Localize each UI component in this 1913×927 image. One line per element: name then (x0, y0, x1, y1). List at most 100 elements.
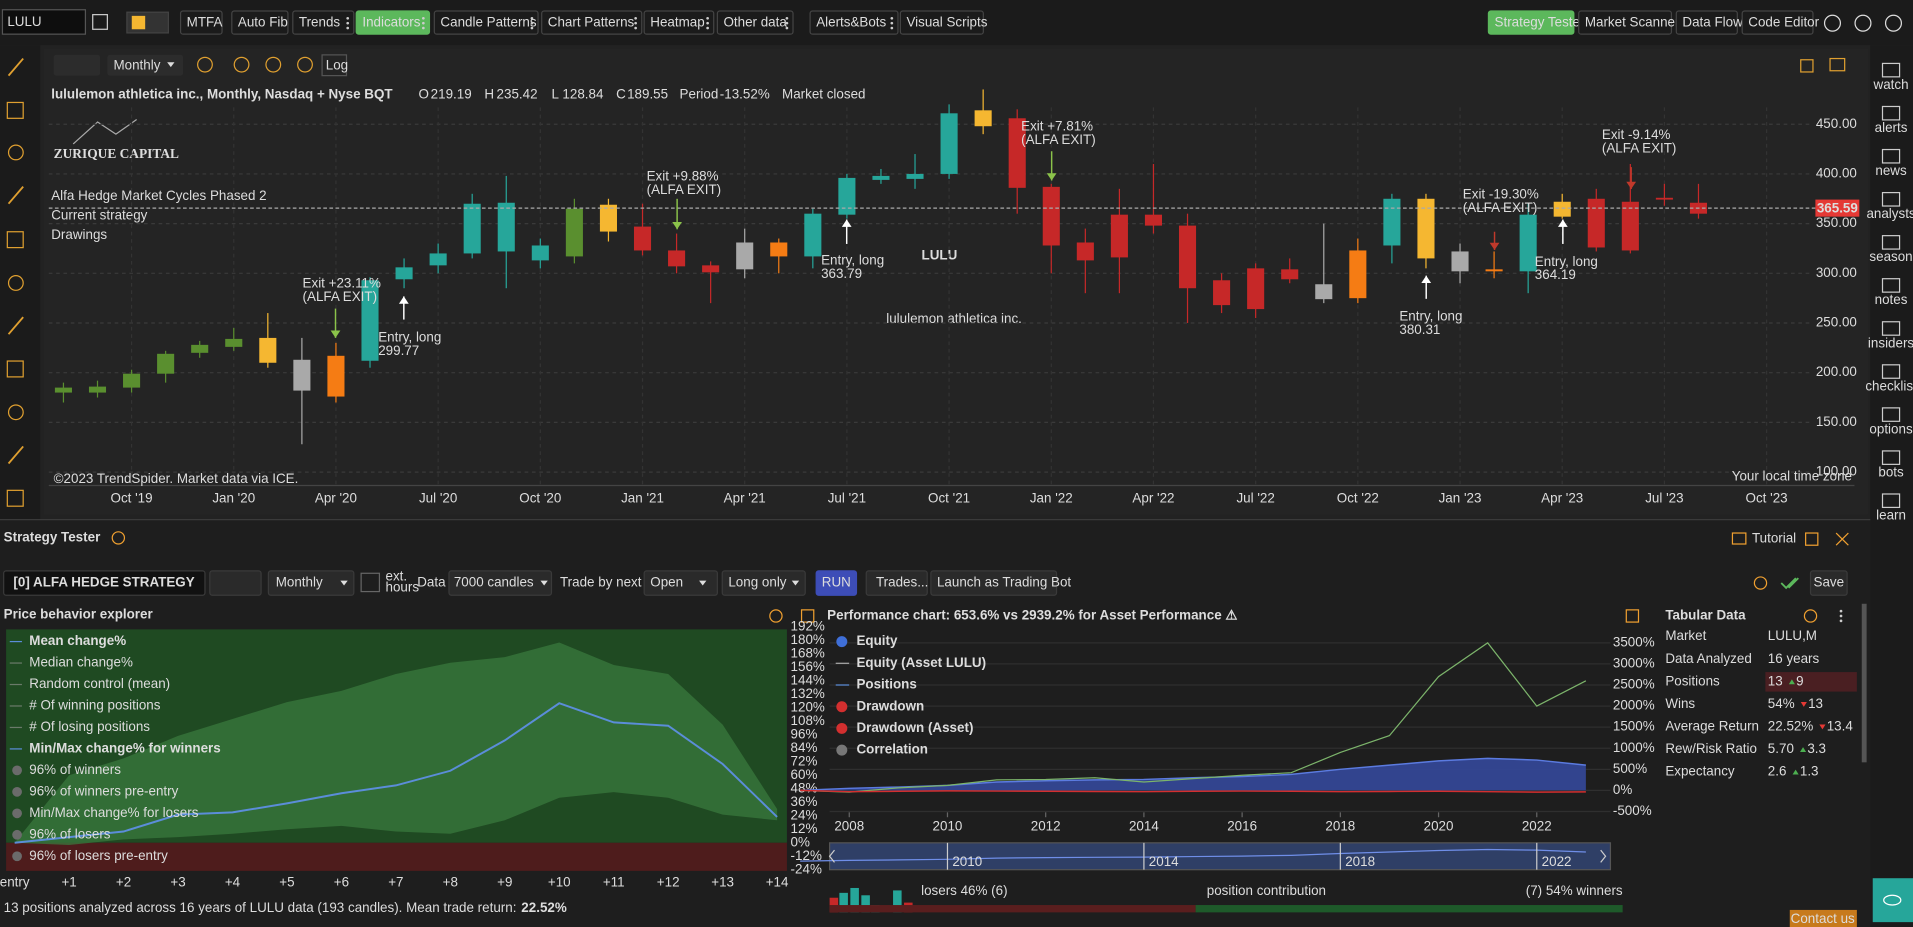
log-toggle[interactable] (321, 54, 348, 77)
candle-type-icon[interactable] (53, 54, 101, 76)
legend-item[interactable]: Mean change% (29, 633, 126, 648)
tool-icon[interactable] (7, 404, 24, 421)
legend-item[interactable]: Correlation (856, 742, 928, 757)
tool-icon[interactable] (7, 144, 24, 161)
toolbar-button[interactable] (231, 10, 289, 35)
camera-icon[interactable] (1829, 57, 1846, 72)
control-box[interactable] (815, 570, 858, 596)
toolbar-button[interactable] (716, 10, 794, 35)
legend-item[interactable]: 96% of losers (29, 826, 111, 841)
control-box[interactable] (3, 570, 206, 596)
tool-icon[interactable] (7, 57, 24, 77)
toolbar-icon[interactable] (1854, 14, 1872, 32)
control-box[interactable] (209, 570, 262, 596)
toolbar-button-label: Trends (299, 15, 341, 30)
tool-icon[interactable] (7, 445, 24, 465)
tool-icon[interactable] (7, 275, 24, 291)
toolbar-button[interactable] (1487, 10, 1575, 35)
menu-dots (346, 16, 350, 20)
interval-select[interactable] (107, 54, 184, 76)
toolbar-button[interactable] (1675, 10, 1738, 35)
legend-item[interactable]: Random control (mean) (29, 676, 170, 691)
toolbar-button[interactable] (643, 10, 715, 35)
sidebar-icon[interactable] (1881, 278, 1901, 293)
legend-item[interactable]: # Of winning positions (29, 698, 160, 713)
expand-icon[interactable] (1625, 609, 1640, 623)
legend-item[interactable]: 96% of winners (29, 762, 121, 777)
legend-item[interactable]: Min/Max change% for winners (29, 740, 220, 755)
legend-item[interactable]: Median change% (29, 655, 133, 670)
tool-icon[interactable] (6, 101, 24, 119)
toolbar-button[interactable] (355, 10, 431, 35)
summary-value: 22.52% (521, 900, 567, 915)
toolbar-button[interactable] (433, 10, 539, 35)
sidebar-icon[interactable] (1881, 62, 1901, 78)
toolbar-button[interactable] (1578, 10, 1673, 35)
expand-icon[interactable] (800, 609, 815, 623)
left-toolbar (0, 45, 41, 521)
toolbar-button[interactable] (1741, 10, 1814, 35)
legend-item[interactable]: Drawdown (Asset) (856, 720, 973, 735)
sidebar-icon[interactable] (1881, 407, 1901, 422)
row-highlight (1765, 672, 1857, 692)
candle-body (259, 337, 277, 363)
tool-icon[interactable] (7, 316, 24, 335)
tutorial-link[interactable]: Tutorial (1752, 531, 1796, 546)
legend-item[interactable]: Drawdown (856, 698, 924, 713)
toolbar-icon[interactable] (1823, 14, 1842, 32)
legend-item[interactable]: Positions (856, 677, 916, 692)
toolbar-button[interactable] (179, 10, 223, 35)
control-box[interactable] (930, 570, 1058, 596)
table-change: 3.3 (1807, 741, 1826, 756)
legend-item[interactable]: 96% of losers pre-entry (29, 848, 168, 863)
legend-item[interactable]: Equity (Asset LULU) (856, 655, 986, 670)
eye-button[interactable] (1872, 878, 1913, 923)
tool-icon[interactable] (6, 231, 24, 249)
toolbar-button[interactable] (899, 10, 984, 35)
toolbar-button[interactable] (809, 10, 899, 35)
ext-hours-checkbox[interactable] (360, 572, 381, 593)
chart-tool-icon[interactable] (297, 56, 313, 73)
candle-body (1451, 251, 1469, 272)
share-icon[interactable] (1753, 576, 1768, 590)
contact-label: Contact us (1791, 911, 1855, 926)
legend-item[interactable]: Equity (856, 633, 898, 648)
control-box[interactable] (448, 570, 553, 596)
sidebar-icon[interactable] (1881, 493, 1901, 509)
control-box[interactable] (865, 570, 928, 596)
sidebar-icon[interactable] (1881, 191, 1901, 207)
legend-item[interactable]: Min/Max change% for losers (29, 805, 198, 820)
chart-tool-icon[interactable] (265, 56, 282, 73)
symbol-input[interactable] (1, 9, 87, 35)
expand-icon[interactable] (1805, 532, 1819, 546)
watchlist-icon[interactable] (92, 14, 108, 30)
chart-tool-icon[interactable] (233, 56, 250, 73)
control-box[interactable] (721, 570, 806, 596)
sidebar-icon[interactable] (1881, 148, 1901, 164)
legend-item[interactable]: # Of losing positions (29, 719, 150, 734)
sidebar-icon[interactable] (1881, 450, 1901, 465)
control-box[interactable] (267, 570, 355, 596)
legend-item[interactable]: 96% of winners pre-entry (29, 783, 178, 798)
navigator-handle[interactable] (1600, 849, 1607, 863)
sidebar-label: options (1869, 421, 1913, 436)
chart-tool-icon[interactable] (197, 56, 213, 73)
sidebar-icon[interactable] (1881, 235, 1901, 250)
tool-icon[interactable] (6, 489, 24, 507)
sidebar-icon[interactable] (1881, 364, 1901, 379)
sidebar-icon[interactable] (1881, 105, 1901, 121)
navigator-handle[interactable] (828, 849, 835, 863)
fullscreen-icon[interactable] (1800, 59, 1814, 73)
toolbar-button[interactable] (541, 10, 643, 35)
tool-icon[interactable] (6, 360, 24, 378)
table-change: 1.3 (1800, 764, 1819, 779)
control-box[interactable] (643, 570, 718, 596)
toolbar-icon[interactable] (1884, 14, 1903, 32)
toolbar-button[interactable] (292, 10, 355, 35)
candle-body (1076, 242, 1094, 261)
sidebar-icon[interactable] (1881, 321, 1901, 336)
tool-icon[interactable] (7, 186, 24, 205)
help-icon[interactable] (111, 531, 126, 545)
contact-button[interactable] (1789, 909, 1857, 927)
control-box[interactable] (1809, 570, 1848, 596)
